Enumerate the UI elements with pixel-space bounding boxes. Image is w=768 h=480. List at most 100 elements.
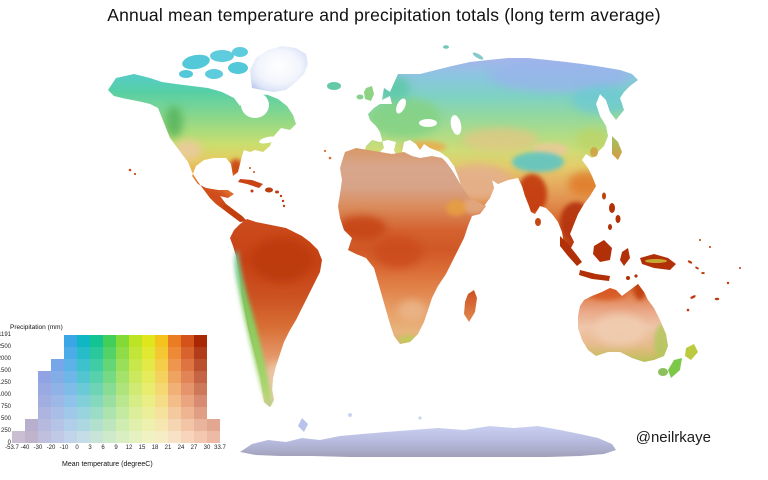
legend-x-tick: 6 <box>101 445 105 451</box>
legend-x-tick: -20 <box>46 445 56 451</box>
legend-cell <box>129 395 142 407</box>
legend-x-tick: 27 <box>190 445 198 451</box>
legend-cell <box>77 395 90 407</box>
legend-cell <box>194 419 207 431</box>
legend-cell <box>90 419 103 431</box>
caribbean-islands <box>238 167 286 208</box>
iceland <box>327 82 341 90</box>
legend-cell <box>181 347 194 359</box>
southeast-asia-red <box>560 202 592 242</box>
canadian-arctic-islands <box>179 47 248 79</box>
legend-cell <box>64 407 77 419</box>
legend-cell <box>155 431 168 443</box>
legend-cell <box>103 335 116 347</box>
india-red <box>517 174 547 214</box>
island-dot <box>323 149 327 153</box>
legend-cell <box>194 383 207 395</box>
congo-red <box>374 236 422 268</box>
legend-y-axis-title: Precipitation (mm) <box>10 324 63 331</box>
legend-cell <box>51 431 64 443</box>
legend-cell <box>129 347 142 359</box>
legend-cell <box>168 407 181 419</box>
northeast-china-green <box>576 128 608 152</box>
island-dot <box>726 281 730 285</box>
legend-cell <box>12 431 25 443</box>
baltic-sea <box>396 98 406 114</box>
taiwan <box>602 192 606 200</box>
bivariate-legend: Precipitation (mm) 025050075010001250150… <box>0 318 260 468</box>
legend-y-tick: 2000 <box>0 356 11 362</box>
legend-cell <box>64 347 77 359</box>
legend-cell <box>90 395 103 407</box>
legend-cell <box>103 383 116 395</box>
island-dot <box>709 246 711 248</box>
legend-cell <box>181 383 194 395</box>
legend-cell <box>64 371 77 383</box>
philippines-island <box>615 215 621 223</box>
legend-cell <box>64 335 77 347</box>
legend-cell <box>181 407 194 419</box>
korea <box>590 147 598 157</box>
legend-cell <box>103 395 116 407</box>
legend-cell <box>77 359 90 371</box>
legend-y-tick: 1250 <box>0 380 11 386</box>
legend-cell <box>103 431 116 443</box>
japan <box>612 136 622 160</box>
atlantic-island-dots <box>323 149 332 160</box>
australia-east-green <box>654 324 668 360</box>
legend-cell <box>90 359 103 371</box>
outback-pale <box>594 314 646 346</box>
legend-cell <box>155 371 168 383</box>
legend-cell <box>116 383 129 395</box>
greenland-landmass <box>250 46 308 92</box>
island-dot <box>328 156 332 160</box>
legend-cell <box>142 395 155 407</box>
legend-cell <box>116 419 129 431</box>
pacific-island-dots <box>686 239 741 312</box>
new-guinea-highlands <box>645 259 667 263</box>
legend-cell <box>90 371 103 383</box>
ice-dot <box>348 413 352 417</box>
sri-lanka <box>535 218 541 226</box>
island-dot <box>133 172 137 176</box>
legend-cell <box>77 431 90 443</box>
amazon-red <box>252 238 312 282</box>
island-dot <box>739 267 741 269</box>
legend-cell <box>129 383 142 395</box>
legend-cell <box>116 335 129 347</box>
legend-cell <box>129 335 142 347</box>
legend-cell <box>142 431 155 443</box>
legend-color-grid <box>12 335 220 443</box>
svalbard <box>443 45 449 49</box>
jamaica <box>250 189 254 193</box>
great-lakes <box>259 136 277 144</box>
legend-cell <box>38 419 51 431</box>
sulawesi <box>620 248 630 266</box>
legend-cell <box>142 419 155 431</box>
legend-cell <box>168 395 181 407</box>
novaya-zemlya <box>472 52 484 60</box>
antilles-dot <box>282 204 286 208</box>
legend-cell <box>181 395 194 407</box>
legend-cell <box>51 395 64 407</box>
legend-cell <box>64 383 77 395</box>
hispaniola <box>265 187 273 193</box>
legend-cell <box>116 359 129 371</box>
legend-cell <box>155 395 168 407</box>
island-dot <box>634 274 638 278</box>
legend-cell <box>181 359 194 371</box>
philippines-island <box>608 224 612 230</box>
legend-x-tick: 18 <box>151 445 159 451</box>
legend-x-tick: 0 <box>75 445 79 451</box>
legend-cell <box>129 359 142 371</box>
borneo <box>593 240 612 262</box>
legend-cell <box>194 347 207 359</box>
timor-dot <box>626 276 630 280</box>
arctic-island <box>205 69 223 79</box>
africa-climate-overlays <box>338 198 486 344</box>
legend-x-tick: 33.7 <box>214 445 226 451</box>
australia-north-red <box>586 286 626 300</box>
madagascar <box>464 290 477 322</box>
